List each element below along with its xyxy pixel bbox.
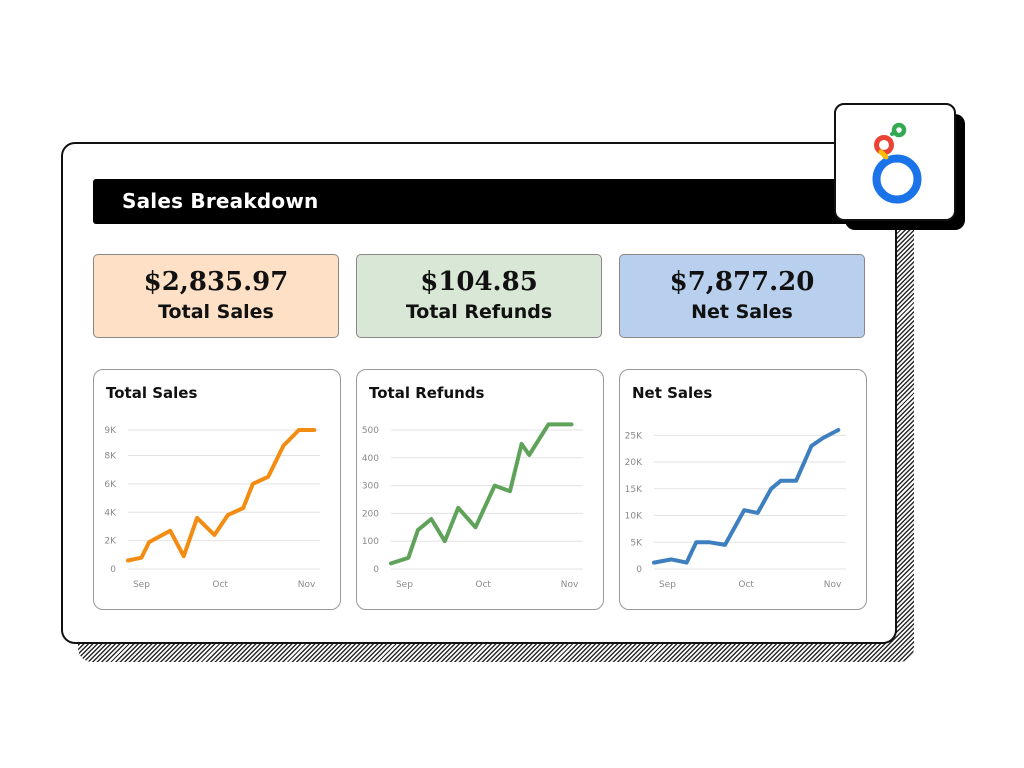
y-tick-label: 20K — [625, 458, 643, 468]
kpi-label: Net Sales — [691, 301, 793, 323]
y-tick-label: 10K — [625, 512, 643, 522]
y-tick-label: 25K — [625, 431, 643, 441]
y-tick-label: 8K — [104, 452, 117, 462]
x-tick-label: Oct — [738, 580, 754, 590]
kpi-value: $104.85 — [420, 267, 538, 297]
x-tick-label: Oct — [475, 580, 491, 590]
chart-title: Total Refunds — [369, 384, 485, 402]
y-tick-label: 0 — [373, 565, 379, 575]
y-tick-label: 300 — [362, 482, 379, 492]
line-chart-net-sales: 0 5K 10K 15K 20K 25K Sep Oct Nov — [625, 428, 846, 590]
kpi-label: Total Refunds — [405, 301, 553, 323]
x-tick-label: Nov — [298, 580, 316, 590]
y-tick-label: 400 — [362, 454, 379, 464]
x-tick-label: Oct — [212, 580, 228, 590]
y-tick-label: 200 — [362, 509, 379, 519]
y-tick-label: 0 — [110, 565, 116, 575]
header-bar: Sales Breakdown — [93, 179, 883, 224]
chart-card-total-refunds: Total Refunds 0 100 200 300 400 500 Sep Oct Nov — [356, 369, 604, 610]
kpi-value: $2,835.97 — [143, 267, 289, 297]
looker-studio-logo-icon — [872, 122, 922, 204]
line-chart-total-refunds: 0 100 200 300 400 500 Sep Oct Nov — [362, 422, 583, 590]
y-tick-label: 4K — [104, 508, 117, 518]
y-tick-label: 0 — [636, 565, 642, 575]
kpi-value: $7,877.20 — [669, 267, 815, 297]
series-line — [389, 422, 574, 566]
page-title: Sales Breakdown — [122, 189, 319, 213]
y-tick-label: 500 — [362, 426, 379, 436]
x-tick-label: Sep — [659, 580, 676, 590]
logo-badge — [834, 103, 956, 221]
series-line — [652, 428, 841, 565]
y-tick-label: 6K — [104, 480, 117, 490]
y-tick-label: 5K — [630, 538, 643, 548]
chart-title: Net Sales — [632, 384, 713, 402]
series-line — [126, 428, 317, 563]
chart-card-net-sales: Net Sales 0 5K 10K 15K 20K 25K Sep Oct Nov — [619, 369, 867, 610]
x-tick-label: Sep — [396, 580, 413, 590]
kpi-card-net-sales: $7,877.20 Net Sales — [619, 254, 865, 338]
kpi-card-total-sales: $2,835.97 Total Sales — [93, 254, 339, 338]
x-tick-label: Nov — [824, 580, 842, 590]
chart-title: Total Sales — [106, 384, 198, 402]
y-tick-label: 2K — [104, 537, 117, 547]
x-tick-label: Sep — [133, 580, 150, 590]
line-chart-total-sales: 0 2K 4K 6K 8K 9K Sep Oct Nov — [104, 426, 320, 590]
y-tick-label: 9K — [104, 426, 117, 436]
x-tick-label: Nov — [561, 580, 579, 590]
y-tick-label: 100 — [362, 537, 379, 547]
chart-card-total-sales: Total Sales 0 2K 4K 6K 8K 9K Sep Oct Nov — [93, 369, 341, 610]
kpi-label: Total Sales — [158, 301, 274, 323]
kpi-card-total-refunds: $104.85 Total Refunds — [356, 254, 602, 338]
y-tick-label: 15K — [625, 485, 643, 495]
